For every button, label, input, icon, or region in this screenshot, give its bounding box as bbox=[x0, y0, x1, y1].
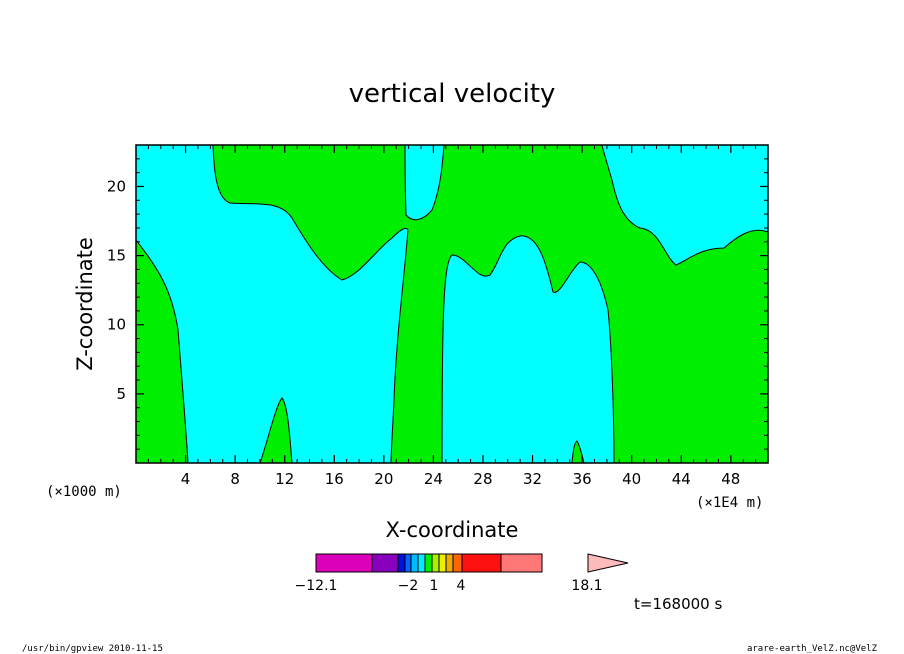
positive-velocity-regions bbox=[135, 144, 769, 464]
x-tick-label: 12 bbox=[275, 470, 294, 488]
colorbar-segment bbox=[397, 553, 406, 573]
x-tick-label: 16 bbox=[325, 470, 344, 488]
colorbar-label: 4 bbox=[457, 578, 466, 594]
chart-title: vertical velocity bbox=[349, 79, 556, 109]
x-tick-label: 20 bbox=[374, 470, 393, 488]
y-scale-note: (×1000 m) bbox=[46, 484, 122, 500]
colorbar-segment bbox=[452, 553, 463, 573]
x-tick-label: 24 bbox=[424, 470, 443, 488]
y-axis-label: Z-coordinate bbox=[73, 237, 97, 371]
colorbar-segment bbox=[417, 553, 426, 573]
footer-right: arare-earth_VelZ.nc@VelZ bbox=[747, 644, 878, 654]
footer-left: /usr/bin/gpview 2010-11-15 bbox=[22, 644, 163, 654]
colorbar-label: −12.1 bbox=[295, 578, 338, 594]
x-tick-label: 48 bbox=[721, 470, 740, 488]
plot-area bbox=[135, 144, 769, 464]
colorbar-label: 18.1 bbox=[571, 578, 602, 594]
y-tick-label: 10 bbox=[107, 316, 126, 334]
time-label: t=168000 s bbox=[634, 595, 722, 613]
y-tick-label: 20 bbox=[107, 177, 126, 195]
colorbar-segment bbox=[461, 553, 502, 573]
colorbar-segment bbox=[438, 553, 447, 573]
colorbar-label: 1 bbox=[430, 578, 439, 594]
x-axis-label: X-coordinate bbox=[386, 518, 519, 542]
positive-region-2 bbox=[212, 144, 769, 464]
positive-region-4 bbox=[571, 440, 585, 464]
x-scale-note: (×1E4 m) bbox=[696, 495, 763, 511]
y-axis: 5 10 15 20 bbox=[107, 144, 768, 450]
x-tick-label: 32 bbox=[523, 470, 542, 488]
colorbar-segment bbox=[315, 553, 373, 573]
colorbar-label: −2 bbox=[398, 578, 419, 594]
x-tick-label: 8 bbox=[230, 470, 240, 488]
colorbar-segment bbox=[410, 553, 419, 573]
y-tick-label: 5 bbox=[116, 385, 126, 403]
colorbar-arrow bbox=[587, 553, 629, 573]
colorbar-segment bbox=[500, 553, 543, 573]
positive-region-3 bbox=[259, 397, 293, 464]
colorbar-segment bbox=[445, 553, 454, 573]
x-tick-label: 36 bbox=[573, 470, 592, 488]
colorbar-segment bbox=[424, 553, 433, 573]
x-tick-label: 28 bbox=[473, 470, 492, 488]
x-axis: 4 8 12 16 20 24 28 32 36 40 44 48 bbox=[147, 145, 769, 488]
plot-frame bbox=[135, 144, 769, 464]
positive-region-1 bbox=[135, 238, 189, 464]
x-tick-label: 44 bbox=[672, 470, 691, 488]
colorbar: −12.1 −2 1 4 18.1 bbox=[295, 553, 629, 594]
x-tick-label: 4 bbox=[181, 470, 191, 488]
colorbar-segment bbox=[431, 553, 440, 573]
colorbar-segment bbox=[404, 553, 412, 573]
colorbar-segment bbox=[371, 553, 399, 573]
x-tick-label: 40 bbox=[622, 470, 641, 488]
y-tick-label: 15 bbox=[107, 247, 126, 265]
